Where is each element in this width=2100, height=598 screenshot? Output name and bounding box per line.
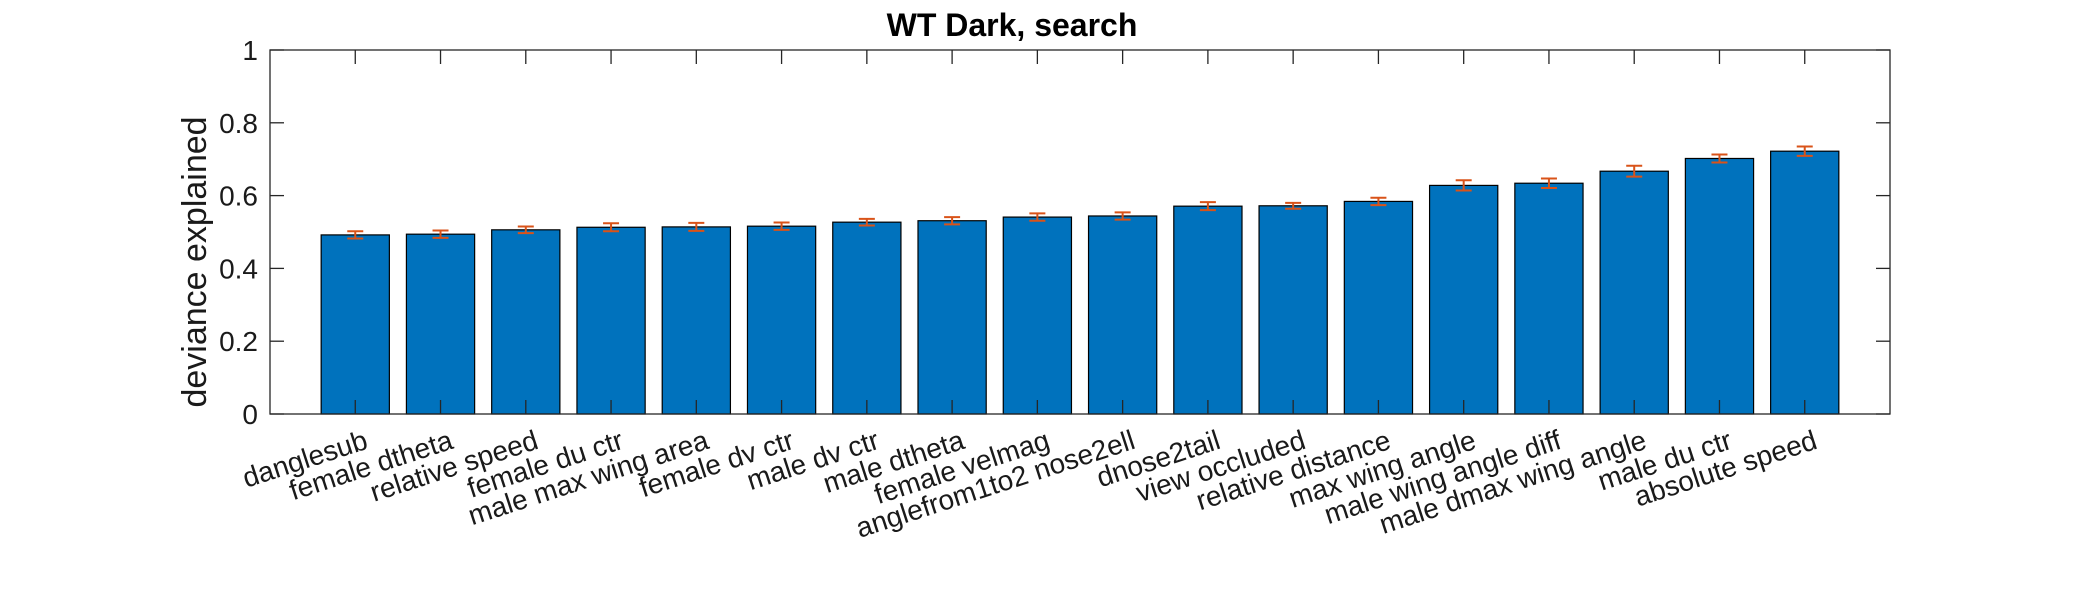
- error-bar: [944, 216, 961, 226]
- bar: [1684, 157, 1755, 415]
- error-bar: [1370, 196, 1387, 207]
- error-bar: [1796, 145, 1813, 157]
- y-tick-label: 0: [242, 399, 258, 430]
- error-bar: [1199, 201, 1216, 212]
- bar: [1428, 184, 1499, 415]
- bar: [1258, 205, 1328, 415]
- bar: [1173, 205, 1243, 415]
- y-axis-ticks: 0 0.2 0.4 0.6 0.8 1: [219, 35, 1890, 430]
- bar: [1599, 170, 1669, 415]
- y-tick-label: 0.6: [219, 181, 258, 212]
- bar: [661, 226, 732, 415]
- bar: [491, 229, 561, 415]
- y-tick-label: 1: [242, 35, 258, 66]
- bar: [1514, 182, 1584, 415]
- axes-box: [269, 49, 1891, 415]
- error-bar: [1285, 201, 1302, 210]
- error-bars-group: [347, 145, 1813, 240]
- bar: [746, 225, 817, 415]
- bar: [320, 234, 390, 415]
- bar: [1087, 215, 1158, 415]
- bar: [832, 221, 902, 415]
- error-bar: [347, 230, 364, 240]
- y-tick-label: 0.8: [219, 108, 258, 139]
- error-bar: [517, 225, 534, 235]
- bar: [405, 233, 476, 415]
- bar: [1343, 200, 1414, 415]
- y-tick-label: 0.2: [219, 326, 258, 357]
- error-bar: [432, 229, 449, 239]
- error-bar: [773, 221, 790, 231]
- bars-group: [320, 150, 1840, 415]
- error-bar: [1540, 177, 1557, 189]
- error-bar: [1711, 153, 1728, 164]
- error-bar: [1029, 212, 1046, 222]
- y-axis-label: deviance explained: [176, 116, 214, 407]
- error-bar: [1114, 211, 1131, 221]
- error-bar: [688, 221, 705, 232]
- error-bar: [1626, 164, 1643, 178]
- chart-title: WT Dark, search: [887, 7, 1138, 43]
- bar: [576, 226, 646, 415]
- error-bar: [1455, 179, 1472, 192]
- bar: [1770, 150, 1840, 415]
- bar: [917, 220, 987, 415]
- plot-box: [269, 49, 1891, 415]
- y-tick-label: 0.4: [219, 253, 258, 284]
- bar: [1002, 216, 1073, 415]
- error-bar: [858, 217, 875, 227]
- error-bar: [603, 222, 620, 233]
